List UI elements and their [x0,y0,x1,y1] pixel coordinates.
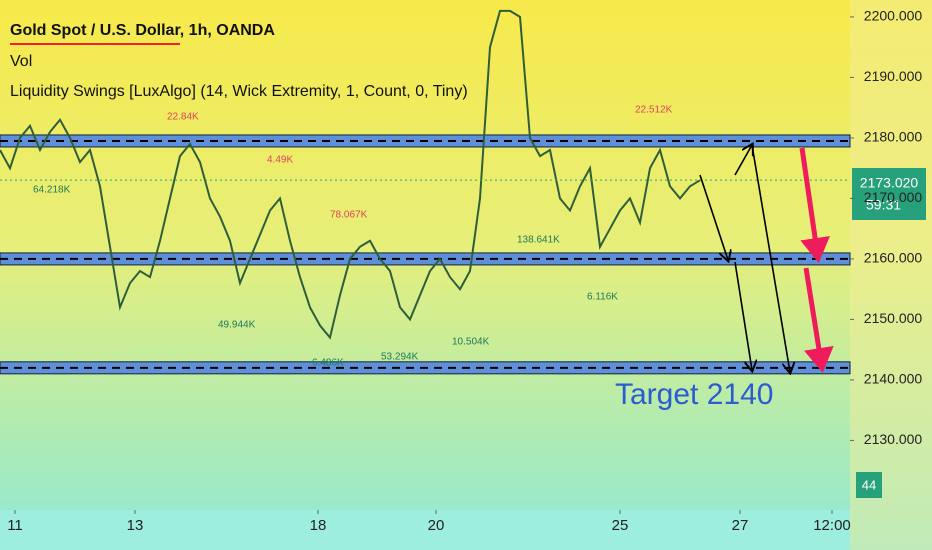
badge-bg [856,472,882,498]
badge: 44 [862,477,876,492]
last-price: 2173.020 [860,175,919,191]
title: Gold Spot / U.S. Dollar, 1h, OANDA [10,22,275,39]
vol-label: Vol [10,53,32,70]
arrows [699,145,790,372]
y-tick-label: 2160.000 [864,250,923,266]
annotation: 6.116K [587,292,618,303]
annotation: 49.944K [218,320,256,331]
red-arrows [799,147,834,373]
x-axis-panel [0,510,850,550]
x-tick-label: 13 [127,517,144,534]
annotation: 22.512K [635,105,673,116]
y-tick-label: 2150.000 [864,310,923,326]
x-tick-label: 25 [612,517,629,534]
y-tick-label: 2180.000 [864,129,923,145]
countdown: 59:31 [866,197,901,213]
x-tick-label: 11 [7,517,23,534]
price-tag [852,168,926,220]
annotation: 4.49K [267,155,293,166]
annotation: 53.294K [381,352,419,363]
y-tick-label: 2170.000 [864,189,923,205]
price-line [0,9,701,340]
y-tick-label: 2200.000 [864,8,923,24]
annotation: 6.486K [312,358,344,369]
y-tick-label: 2140.000 [864,371,923,387]
y-axis-panel [850,0,932,550]
x-tick-label: 27 [732,517,749,534]
x-tick-label: 20 [428,517,445,534]
annotation: 22.84K [167,112,199,123]
annotation: 138.641K [517,235,560,246]
y-tick-label: 2190.000 [864,68,923,84]
annotation: 78.067K [330,210,368,221]
indicator-label: Liquidity Swings [LuxAlgo] (14, Wick Ext… [10,83,468,100]
x-tick-label: 18 [310,517,327,534]
target-label: Target 2140 [615,378,773,411]
annotation: 10.504K [452,337,490,348]
y-tick-label: 2130.000 [864,431,923,447]
x-tick-label: 12:00 [813,517,851,534]
annotation: 64.218K [33,185,71,196]
